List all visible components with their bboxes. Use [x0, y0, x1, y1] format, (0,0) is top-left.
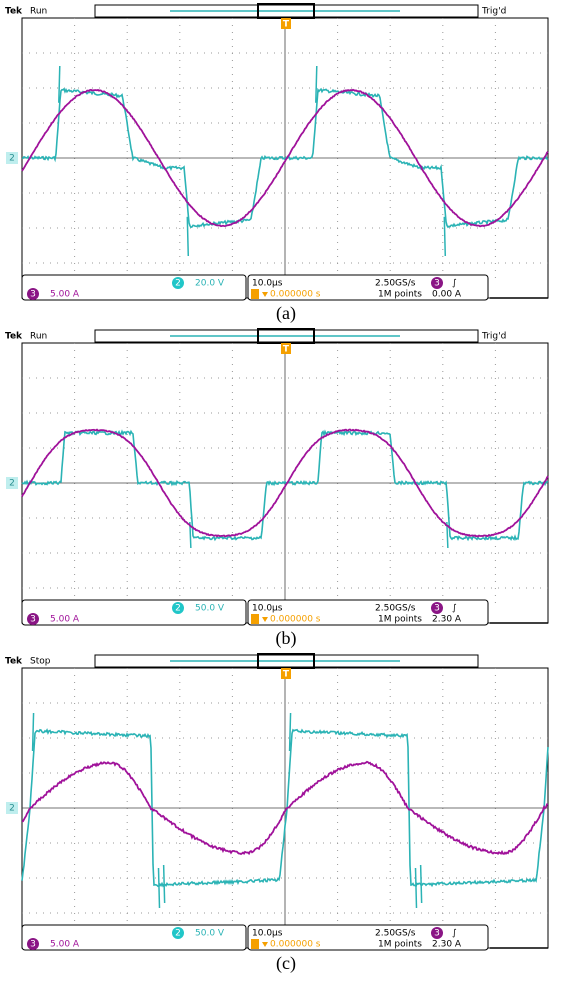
acq-state: Stop [30, 657, 51, 667]
trigger-marker: T [283, 345, 290, 355]
timebase: 10.0µs [252, 279, 283, 289]
scope-panel: Tek Run Trig'd T 2 2 20.0 V 3 5.00 A 10.0µs 2.50GS… [5, 4, 548, 324]
trigger-status: Trig'd [481, 332, 506, 342]
caption: (a) [276, 303, 296, 324]
ch3-label: 3 [30, 290, 36, 300]
sample-rate: 2.50GS/s [375, 604, 416, 614]
trigger-level: 2.30 A [432, 940, 462, 950]
timebase: 10.0µs [252, 929, 283, 939]
trigger-position: 0.000000 s [270, 290, 321, 300]
trigger-position: 0.000000 s [270, 615, 321, 625]
brand: Tek [5, 332, 23, 342]
scope-panel: Tek Run Trig'd T 2 2 50.0 V 3 5.00 A 10.0µs 2.50GS… [5, 329, 548, 649]
trigger-pos-bg [251, 614, 259, 624]
trigger-pos-bg [251, 289, 259, 299]
caption: (c) [276, 953, 296, 974]
trigger-slope: ∫ [452, 929, 457, 939]
brand: Tek [5, 7, 23, 17]
trace-spike [59, 66, 60, 103]
trigger-slope: ∫ [452, 604, 457, 614]
ch3-label: 3 [30, 615, 36, 625]
ch3-scale: 5.00 A [50, 290, 80, 300]
acq-state: Run [30, 7, 47, 17]
sample-rate: 2.50GS/s [375, 929, 416, 939]
ch2-level-marker: 2 [9, 804, 15, 814]
ch2-scale: 20.0 V [195, 279, 225, 289]
trigger-slope: ∫ [452, 279, 457, 289]
ch3-scale: 5.00 A [50, 615, 80, 625]
ch2-label: 2 [175, 929, 181, 939]
sample-rate: 2.50GS/s [375, 279, 416, 289]
trigger-position: 0.000000 s [270, 940, 321, 950]
trace-spike [316, 66, 317, 103]
ch2-label: 2 [175, 604, 181, 614]
ch2-scale: 50.0 V [195, 604, 225, 614]
brand: Tek [5, 657, 23, 667]
trace-spike [33, 713, 34, 751]
trigger-marker: T [283, 670, 290, 680]
scope-panel: Tek Stop T 2 2 50.0 V 3 5.00 A 10.0µs 2.50GS/s 3 ∫ 0… [5, 654, 548, 974]
record-length: 1M points [378, 290, 422, 300]
trace-spike [421, 865, 422, 903]
caption: (b) [276, 628, 297, 649]
trigger-marker: T [283, 20, 290, 30]
trigger-status: Trig'd [481, 7, 506, 17]
trigger-source: 3 [434, 929, 440, 939]
trace-spike [290, 713, 291, 751]
trigger-level: 0.00 A [432, 290, 462, 300]
trace-spike [159, 868, 160, 908]
ch2-level-marker: 2 [9, 479, 15, 489]
acq-state: Run [30, 332, 47, 342]
trigger-level: 2.30 A [432, 615, 462, 625]
trace-spike [416, 868, 417, 908]
trace-spike [164, 865, 165, 903]
trace-spike [444, 217, 445, 256]
ch3-scale: 5.00 A [50, 940, 80, 950]
trigger-source: 3 [434, 279, 440, 289]
trigger-pos-bg [251, 939, 259, 949]
trigger-source: 3 [434, 604, 440, 614]
ch3-label: 3 [30, 940, 36, 950]
ch2-scale: 50.0 V [195, 929, 225, 939]
ch2-level-marker: 2 [9, 154, 15, 164]
page: Tek Run Trig'd T 2 2 20.0 V 3 5.00 A 10.0µs 2.50GS… [0, 0, 562, 981]
timebase: 10.0µs [252, 604, 283, 614]
ch2-label: 2 [175, 279, 181, 289]
trace-spike [187, 217, 188, 256]
figure: Tek Run Trig'd T 2 2 20.0 V 3 5.00 A 10.0µs 2.50GS… [0, 0, 562, 981]
record-length: 1M points [378, 615, 422, 625]
record-length: 1M points [378, 940, 422, 950]
